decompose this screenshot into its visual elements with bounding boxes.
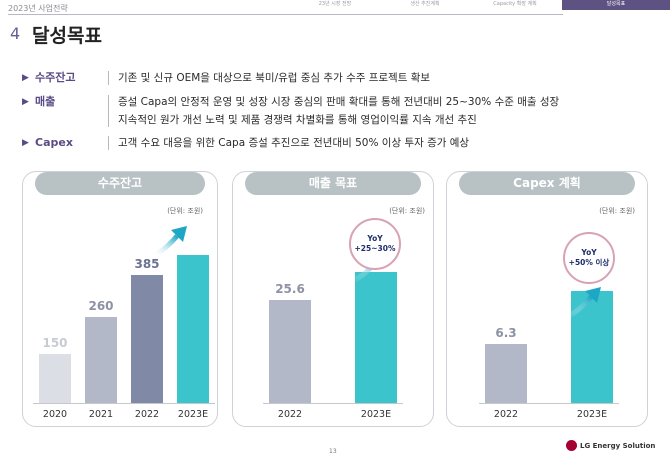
bar-2022	[269, 300, 311, 403]
growth-arrow-icon	[565, 287, 601, 319]
year-label: 2023E	[177, 409, 209, 420]
yoy-badge-text: YoY	[581, 248, 597, 257]
bar-value-label: 260	[88, 299, 114, 313]
page-title: 달성목표	[32, 25, 102, 47]
x-axis-line	[33, 403, 215, 404]
yoy-badge-text: +50% 이상	[568, 258, 610, 267]
document-section-label: 2023년 사업전략	[8, 4, 68, 13]
bullet-icon: ▶	[22, 138, 29, 148]
nav-tab-market[interactable]: 23년 시장 전망	[318, 1, 352, 7]
logo-text: LG Energy Solution	[580, 441, 656, 450]
nav-tab-capacity[interactable]: Capacity 확장 계획	[493, 1, 537, 7]
goal-label: 수주잔고	[35, 71, 76, 84]
nav-tab-goals-active[interactable]: 달성목표	[562, 0, 670, 10]
lg-logo-icon	[566, 440, 577, 451]
chart-title: 매출 목표	[245, 172, 421, 195]
growth-arrow-icon	[151, 226, 187, 258]
bar-value-label: 150	[42, 336, 68, 350]
page-number: 13	[329, 448, 337, 455]
chart-unit: (단위: 조원)	[389, 207, 425, 215]
section-nav: 23년 시장 전망 생산 추진계획 Capacity 확장 계획	[290, 0, 560, 10]
bar-2021	[85, 317, 117, 403]
bar-value-label: 385	[134, 257, 160, 271]
bar-2023E	[355, 272, 397, 403]
chart-unit: (단위: 조원)	[167, 207, 203, 215]
yoy-badge-text: YoY	[367, 234, 383, 243]
x-axis-line	[479, 403, 619, 404]
bar-2022	[131, 275, 163, 403]
year-label: 2022	[493, 409, 519, 420]
goal-label: 매출	[35, 95, 56, 108]
goal-text: 기존 및 신규 OEM을 대상으로 북미/유럽 중심 추가 수주 프로젝트 확보	[118, 72, 431, 84]
bar-value-label: 25.6	[275, 282, 305, 296]
year-label: 2023E	[576, 409, 608, 420]
goal-divider	[108, 136, 109, 150]
yoy-badge: YoY +25~30%	[349, 218, 401, 270]
company-logo: LG Energy Solution	[566, 440, 655, 451]
yoy-badge-text: +25~30%	[354, 244, 396, 253]
bullet-icon: ▶	[22, 97, 29, 107]
header-rule	[8, 14, 563, 15]
section-number: 4	[10, 24, 21, 43]
year-label: 2023E	[360, 409, 392, 420]
goal-row-sales: ▶ 매출	[22, 94, 121, 110]
nav-tab-production[interactable]: 생산 추진계획	[410, 1, 440, 7]
year-label: 2021	[88, 409, 114, 420]
bar-2020	[39, 354, 71, 403]
bullet-icon: ▶	[22, 73, 29, 83]
chart-title: Capex 계획	[459, 172, 635, 195]
goal-row-orders: ▶ 수주잔고	[22, 70, 121, 86]
chart-title: 수주잔고	[35, 172, 205, 195]
bar-2023E	[177, 255, 209, 403]
goal-row-capex: ▶ Capex	[22, 135, 121, 151]
year-label: 2022	[277, 409, 303, 420]
year-label: 2022	[134, 409, 160, 420]
chart-panel-sales: 매출 목표 (단위: 조원) 25.6 2022 2023E YoY +25~30%	[232, 171, 434, 427]
goal-divider	[108, 95, 109, 127]
bar-value-label: 6.3	[495, 326, 517, 340]
goal-text: 지속적인 원가 개선 노력 및 제품 경쟁력 차별화를 통해 영업이익률 지속 …	[118, 114, 477, 126]
goal-text: 고객 수요 대응을 위한 Capa 증설 추진으로 전년대비 50% 이상 투자…	[118, 137, 470, 149]
chart-panel-orders: 수주잔고 (단위: 조원) 150 2020 260 2021 385 2022 2023E	[22, 171, 218, 427]
yoy-badge: YoY +50% 이상	[563, 232, 615, 284]
goal-label: Capex	[35, 136, 73, 149]
x-axis-line	[263, 403, 403, 404]
bar-2022	[485, 344, 527, 403]
chart-unit: (단위: 조원)	[599, 207, 635, 215]
goal-text: 증설 Capa의 안정적 운영 및 성장 시장 중심의 판매 확대를 통해 전년…	[118, 96, 560, 108]
goal-divider	[108, 71, 109, 85]
chart-panel-capex: Capex 계획 (단위: 조원) 6.3 2022 2023E YoY +50% 이상	[446, 171, 648, 427]
year-label: 2020	[42, 409, 68, 420]
